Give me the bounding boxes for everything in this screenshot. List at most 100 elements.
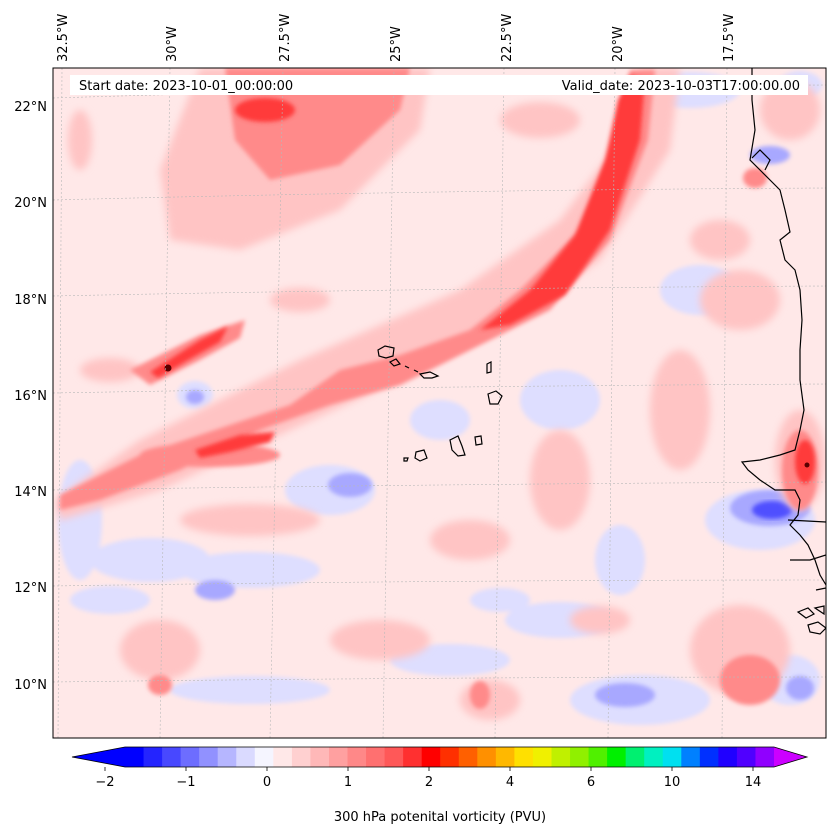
lat-label: 10°N — [14, 678, 47, 693]
colorbar-cell — [347, 747, 367, 767]
bissagos-island — [813, 605, 825, 616]
lat-label: 18°N — [14, 293, 47, 308]
coast-detail — [790, 554, 826, 561]
positive-pv-core — [195, 432, 275, 458]
negative-pv-patch — [170, 676, 330, 704]
colorbar-cell — [514, 747, 534, 767]
cbar-tick-label: 0 — [263, 775, 271, 790]
colorbar-cell — [125, 747, 145, 767]
positive-pv-region — [180, 504, 320, 536]
cbar-tick-label: 6 — [587, 775, 595, 790]
negative-pv-patch — [186, 390, 204, 404]
negative-pv-patch — [752, 501, 792, 519]
positive-pv-region — [430, 520, 510, 560]
positive-pv-region — [55, 68, 680, 520]
bissagos-island — [807, 621, 826, 635]
boa-vista-island — [487, 390, 503, 405]
negative-pv-patch — [195, 580, 235, 600]
sao-nicolau-island — [413, 369, 419, 373]
coast-detail — [751, 149, 771, 171]
positive-pv-core — [795, 440, 815, 484]
lon-label: 27.5°W — [278, 14, 293, 62]
positive-pv-region — [500, 102, 580, 138]
colorbar-cell — [477, 747, 497, 767]
colorbar-cell — [310, 747, 330, 767]
colorbar-cell — [458, 747, 478, 767]
santa-luzia-island — [404, 365, 410, 369]
colorbar-cell — [180, 747, 200, 767]
colorbar-cell — [755, 747, 775, 767]
colorbar-cell — [495, 747, 515, 767]
colorbar-cell — [384, 747, 404, 767]
colorbar-over-arrow — [774, 747, 807, 767]
negative-pv-patch — [470, 588, 530, 612]
colorbar-outline — [71, 746, 809, 768]
cbar-tick-label: 10 — [664, 775, 681, 790]
lat-label: 22°N — [14, 100, 47, 115]
fogo-island — [414, 449, 428, 462]
colorbar-cell — [607, 747, 627, 767]
colorbar-cell — [718, 747, 738, 767]
bissagos-island — [796, 607, 816, 619]
lat-label: 20°N — [14, 196, 47, 211]
positive-pv-region — [570, 606, 630, 634]
colorbar-cell — [143, 747, 163, 767]
lat-label: 12°N — [14, 581, 47, 596]
map-frame — [52, 67, 827, 739]
colorbar-cell — [291, 747, 311, 767]
positive-pv-region — [650, 350, 710, 470]
pv-maximum-dot — [164, 364, 172, 372]
colorbar-cell — [588, 747, 608, 767]
positive-pv-core — [235, 98, 295, 122]
negative-pv-patch — [70, 586, 150, 614]
santiago-island — [449, 435, 466, 457]
colorbar-cell — [625, 747, 645, 767]
colorbar-cell — [199, 747, 219, 767]
positive-pv-region — [148, 675, 172, 695]
negative-pv-patch — [410, 400, 470, 440]
colorbar-under-arrow — [72, 747, 125, 767]
colorbar-title: 300 hPa potenital vorticity (PVU) — [334, 810, 546, 825]
positive-pv-region — [68, 110, 92, 170]
cbar-tick-label: −2 — [95, 775, 114, 790]
colorbar-cell — [736, 747, 756, 767]
pv-maximum-dot — [804, 462, 810, 468]
colorbar-cells — [125, 747, 775, 767]
header-box — [70, 75, 808, 95]
start-date-label: Start date: 2023-10-01_00:00:00 — [79, 79, 293, 94]
positive-pv-region — [460, 680, 520, 720]
positive-pv-core — [480, 75, 645, 330]
gambia-river — [787, 519, 826, 523]
sal-island — [486, 361, 492, 374]
negative-pv-patch — [90, 538, 210, 582]
coast-detail — [815, 587, 826, 591]
brava-island — [403, 457, 409, 462]
lon-label: 17.5°W — [722, 14, 737, 62]
colorbar-cell — [681, 747, 701, 767]
cbar-tick-label: 14 — [745, 775, 762, 790]
positive-pv-region — [225, 68, 410, 180]
lat-label: 14°N — [14, 485, 47, 500]
cbar-tick-label: 4 — [506, 775, 514, 790]
santo-antao-island — [377, 345, 395, 359]
colorbar-tick-labels: −2 −1 0 1 2 4 6 10 14 — [95, 775, 761, 790]
colorbar: −2 −1 0 1 2 4 6 10 14 300 hPa potenital … — [71, 746, 809, 825]
negative-pv-patch — [328, 473, 372, 497]
negative-pv-strong — [752, 501, 792, 519]
sao-vicente-island — [388, 358, 402, 367]
negative-pv-patch — [595, 525, 645, 595]
positive-pv-region — [720, 655, 780, 705]
colorbar-cell — [662, 747, 682, 767]
valid-date-label: Valid_date: 2023-10-03T17:00:00.00 — [562, 79, 800, 94]
positive-pv-region — [120, 620, 200, 680]
positive-pv-region — [470, 681, 490, 709]
lon-label: 25°W — [389, 26, 404, 62]
sao-nicolau-island — [418, 371, 440, 379]
positive-pv-region — [530, 430, 590, 530]
colorbar-cell — [421, 747, 441, 767]
negative-pv-patch — [520, 370, 600, 430]
longitude-labels: 32.5°W 30°W 27.5°W 25°W 22.5°W 20°W 17.5… — [56, 14, 737, 62]
negative-pv-patch — [786, 676, 814, 700]
colorbar-cell — [328, 747, 349, 767]
